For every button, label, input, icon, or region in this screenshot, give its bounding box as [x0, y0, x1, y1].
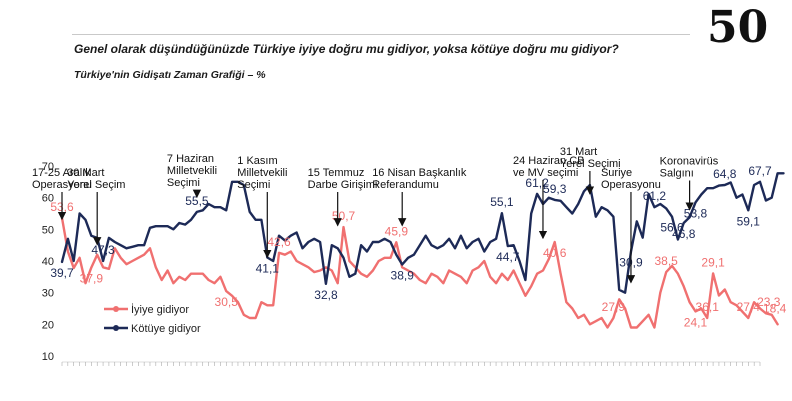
y-tick-label: 20 — [42, 319, 54, 331]
event-annotation-line: 31 Mart — [560, 146, 597, 158]
event-annotation-line: Milletvekili — [237, 167, 287, 179]
y-axis: 10 20 30 40 50 60 70 — [42, 161, 54, 363]
event-annotation-line: Yerel Seçim — [67, 179, 125, 191]
event-annotation-line: Referandumu — [372, 179, 439, 191]
data-labels: 53,637,930,542,650,745,940,627,938,524,1… — [50, 164, 786, 330]
data-label: 23,3 — [757, 295, 781, 309]
event-annotation-line: 7 Haziran — [167, 153, 214, 165]
data-label: 30,5 — [215, 295, 239, 309]
data-label: 24,1 — [684, 315, 708, 329]
data-label: 27,4 — [737, 300, 761, 314]
event-annotation-line: Darbe Girişimi — [308, 179, 378, 191]
data-label: 42,6 — [267, 235, 291, 249]
event-annotation: 24 Haziran CB ve MV seçimi — [513, 155, 585, 179]
data-label: 53,8 — [684, 206, 708, 220]
data-label: 40,6 — [543, 246, 567, 260]
data-label: 64,8 — [713, 167, 737, 181]
page-number: 50 — [707, 2, 769, 53]
data-label: 56,6 — [660, 221, 684, 235]
event-annotation-line: Koronavirüs — [660, 156, 719, 168]
data-label: 45,9 — [385, 224, 409, 238]
legend-label: Kötüye gidiyor — [131, 323, 201, 335]
y-tick-label: 40 — [42, 256, 54, 268]
event-annotation-line: Milletvekili — [167, 165, 217, 177]
legend: İyiye gidiyor Kötüye gidiyor — [104, 303, 201, 335]
data-label: 32,8 — [314, 288, 338, 302]
event-annotation: 1 Kasım Milletvekili Seçimi — [237, 155, 287, 191]
legend-marker — [113, 325, 119, 331]
legend-marker — [113, 306, 119, 312]
data-label: 18,4 — [763, 302, 787, 316]
event-annotation-line: Operasyonu — [32, 179, 92, 191]
title-divider — [72, 34, 690, 35]
series-line-iyiye — [60, 216, 779, 329]
event-annotation: 15 Temmuz Darbe Girişimi — [308, 167, 378, 191]
event-annotation-line: 17-25 Aralık — [32, 167, 91, 179]
event-annotation-line: Salgını — [660, 168, 694, 180]
event-annotation-line: 24 Haziran CB — [513, 155, 585, 167]
event-annotation-line: Seçimi — [167, 177, 200, 189]
x-axis — [61, 361, 761, 366]
event-annotation: Koronavirüs Salgını — [660, 156, 719, 180]
data-label: 59,3 — [543, 182, 567, 196]
data-label: 55,1 — [490, 195, 514, 209]
event-annotation-line: 16 Nisan Başkanlık — [372, 167, 467, 179]
data-label: 61,2 — [643, 189, 667, 203]
event-annotation-line: 1 Kasım — [237, 155, 277, 167]
data-label: 27,9 — [602, 300, 626, 314]
event-annotation: Suriye Operasyonu — [601, 167, 661, 191]
event-annotation-line: 15 Temmuz — [308, 167, 365, 179]
event-annotation-line: Suriye — [601, 167, 632, 179]
data-label: 36,1 — [696, 300, 720, 314]
data-label: 41,1 — [256, 262, 280, 276]
event-annotation-line: Operasyonu — [601, 179, 661, 191]
data-label: 55,5 — [185, 194, 209, 208]
event-annotation: 17-25 Aralık Operasyonu — [32, 167, 92, 191]
chart-subtitle: Türkiye'nin Gidişatı Zaman Grafiği – % — [74, 69, 266, 81]
data-label: 29,1 — [701, 255, 725, 269]
event-annotation: 16 Nisan Başkanlık Referandumu — [372, 167, 467, 191]
data-label: 50,7 — [332, 209, 356, 223]
data-label: 46,8 — [672, 227, 696, 241]
event-annotation-line: 30 Mart — [67, 167, 104, 179]
legend-label: İyiye gidiyor — [131, 303, 189, 316]
event-annotation: 7 Haziran Milletvekili Seçimi — [167, 153, 217, 189]
data-label: 39,7 — [50, 266, 74, 280]
data-label: 44,7 — [496, 250, 520, 264]
event-annotation-line: Yerel Seçimi — [560, 158, 621, 170]
survey-question: Genel olarak düşündüğünüzde Türkiye iyiy… — [74, 42, 619, 56]
series-line-kotuye — [60, 172, 785, 294]
event-annotation: 30 Mart Yerel Seçim — [67, 167, 125, 191]
event-annotation: 31 Mart Yerel Seçimi — [560, 146, 621, 170]
data-label: 47,3 — [91, 243, 115, 257]
data-label: 59,1 — [737, 214, 761, 228]
data-label: 38,9 — [391, 268, 415, 282]
data-label: 37,9 — [80, 272, 104, 286]
y-tick-label: 10 — [42, 351, 54, 363]
y-tick-label: 50 — [42, 224, 54, 236]
y-tick-label: 60 — [42, 193, 54, 205]
event-annotation-line: Seçimi — [237, 179, 270, 191]
data-label: 67,7 — [748, 164, 772, 178]
event-annotation-line: ve MV seçimi — [513, 167, 578, 179]
data-label: 38,5 — [654, 254, 678, 268]
y-tick-label: 30 — [42, 288, 54, 300]
y-tick-label: 70 — [42, 161, 54, 173]
series-lines — [60, 172, 785, 329]
